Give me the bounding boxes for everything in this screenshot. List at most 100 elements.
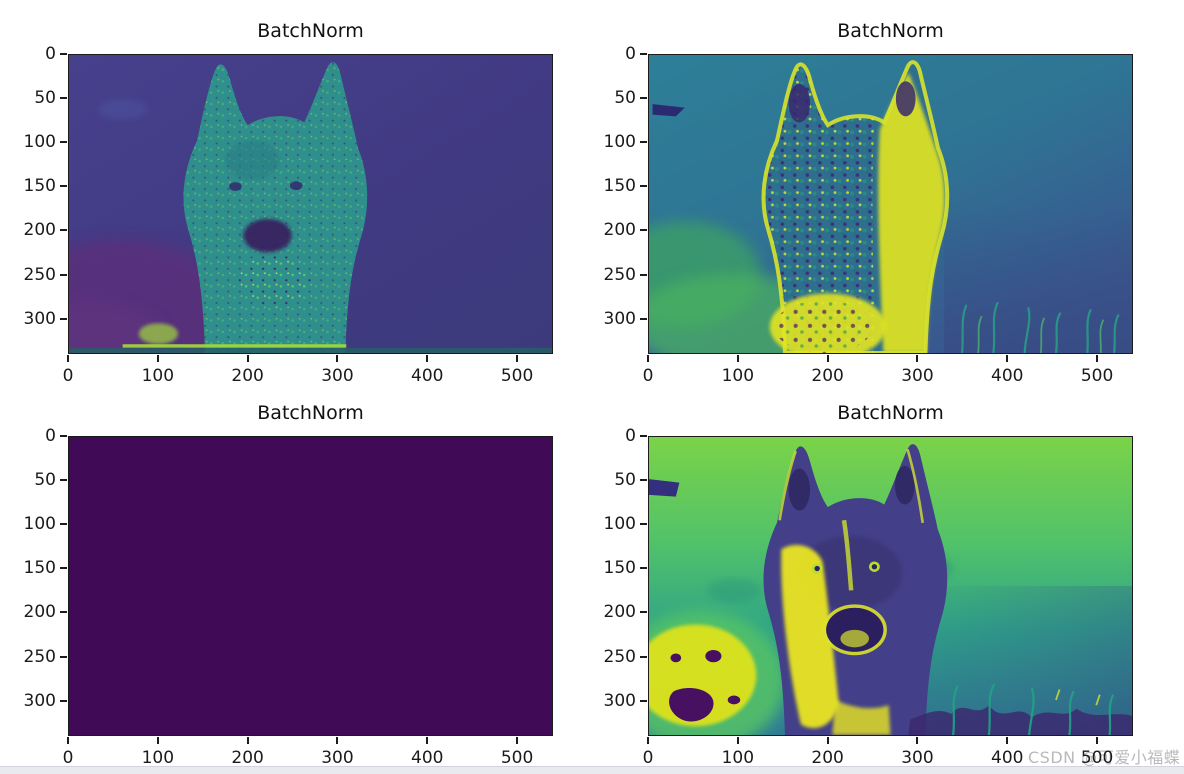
x-tick-mark: [647, 737, 649, 744]
x-tick-label: 400: [991, 748, 1024, 768]
x-tick-mark: [1096, 737, 1099, 744]
y-tick-mark: [640, 229, 647, 232]
x-tick-mark: [826, 737, 829, 744]
x-tick-mark: [426, 737, 429, 744]
x-tick-mark: [336, 737, 339, 744]
y-tick-label: 250: [603, 264, 636, 285]
x-tick-mark: [336, 355, 339, 362]
y-tick-mark: [640, 185, 647, 188]
x-tick-label: 400: [991, 366, 1024, 386]
y-tick-label: 150: [23, 558, 56, 579]
y-tick-mark: [640, 435, 647, 437]
x-tick-mark: [916, 737, 919, 744]
y-tick-label: 0: [625, 44, 636, 64]
x-tick-label: 200: [231, 366, 264, 386]
y-tick-label: 150: [23, 176, 56, 197]
y-tick-label: 50: [614, 88, 636, 109]
x-tick-label: 0: [642, 748, 654, 768]
x-tick-mark: [736, 737, 739, 744]
y-tick-label: 300: [23, 308, 56, 329]
x-tick-label: 400: [411, 748, 444, 768]
y-tick-label: 150: [603, 176, 636, 197]
subplot-title: BatchNorm: [837, 20, 944, 42]
y-tick-label: 200: [603, 220, 636, 241]
y-tick-mark: [640, 141, 647, 144]
y-tick-mark: [640, 655, 647, 658]
x-tick-mark: [1096, 355, 1099, 362]
y-tick-mark: [60, 523, 67, 526]
y-tick-mark: [640, 317, 647, 320]
feature-map-image-top-right: [649, 55, 1132, 353]
y-tick-label: 250: [23, 646, 56, 667]
y-tick-label: 0: [625, 426, 636, 446]
y-tick-mark: [640, 479, 647, 482]
x-tick-label: 200: [231, 748, 264, 768]
y-tick-label: 0: [45, 44, 56, 64]
y-tick-label: 150: [603, 558, 636, 579]
x-tick-label: 300: [901, 366, 934, 386]
x-tick-mark: [516, 355, 519, 362]
page-bottom-strip: [0, 766, 1184, 774]
y-tick-mark: [640, 97, 647, 100]
x-tick-mark: [1006, 737, 1009, 744]
x-tick-mark: [426, 355, 429, 362]
y-tick-mark: [60, 185, 67, 188]
x-tick-label: 100: [141, 366, 175, 386]
x-tick-label: 100: [721, 748, 755, 768]
subplot-title: BatchNorm: [257, 20, 364, 42]
x-tick-mark: [736, 355, 739, 362]
y-tick-label: 100: [603, 514, 636, 535]
y-tick-label: 100: [23, 132, 56, 153]
x-tick-mark: [156, 737, 159, 744]
y-tick-mark: [640, 611, 647, 614]
x-tick-mark: [156, 355, 159, 362]
y-tick-mark: [640, 523, 647, 526]
x-tick-mark: [916, 355, 919, 362]
subplot-title: BatchNorm: [837, 402, 944, 424]
y-tick-label: 300: [23, 690, 56, 711]
feature-map-plot-bottom-right: [648, 436, 1133, 736]
x-tick-mark: [67, 737, 69, 744]
x-tick-label: 200: [811, 748, 844, 768]
y-tick-label: 300: [603, 690, 636, 711]
feature-map-plot-top-left: [68, 54, 553, 354]
y-tick-mark: [640, 567, 647, 570]
y-tick-mark: [60, 655, 67, 658]
x-tick-label: 300: [321, 366, 354, 386]
y-tick-label: 250: [23, 264, 56, 285]
x-tick-label: 500: [1080, 366, 1114, 386]
subplot-title: BatchNorm: [257, 402, 364, 424]
x-tick-mark: [67, 355, 69, 362]
feature-map-image-top-left: [69, 55, 552, 353]
x-tick-label: 100: [141, 748, 175, 768]
y-tick-mark: [60, 479, 67, 482]
y-tick-label: 0: [45, 426, 56, 446]
watermark: CSDN @可爱小福蝶: [1028, 748, 1181, 767]
feature-map-plot-bottom-left: [68, 436, 553, 736]
feature-map-image-bottom-right: [649, 437, 1132, 735]
y-tick-label: 50: [34, 470, 56, 491]
y-tick-mark: [640, 53, 647, 55]
y-tick-label: 200: [603, 602, 636, 623]
x-tick-label: 0: [642, 366, 654, 386]
y-tick-mark: [60, 435, 67, 437]
x-tick-mark: [516, 737, 519, 744]
x-tick-label: 0: [62, 366, 74, 386]
y-tick-mark: [60, 317, 67, 320]
y-tick-label: 100: [23, 514, 56, 535]
x-tick-label: 100: [721, 366, 755, 386]
x-tick-label: 400: [411, 366, 444, 386]
y-tick-label: 100: [603, 132, 636, 153]
x-tick-label: 300: [901, 748, 934, 768]
y-tick-mark: [60, 699, 67, 702]
x-tick-label: 500: [1080, 748, 1114, 768]
y-tick-mark: [60, 567, 67, 570]
y-tick-mark: [640, 699, 647, 702]
y-tick-mark: [60, 229, 67, 232]
x-tick-mark: [647, 355, 649, 362]
y-tick-mark: [640, 273, 647, 276]
x-tick-mark: [1006, 355, 1009, 362]
feature-map-image-bottom-left: [69, 437, 552, 735]
feature-map-plot-top-right: [648, 54, 1133, 354]
